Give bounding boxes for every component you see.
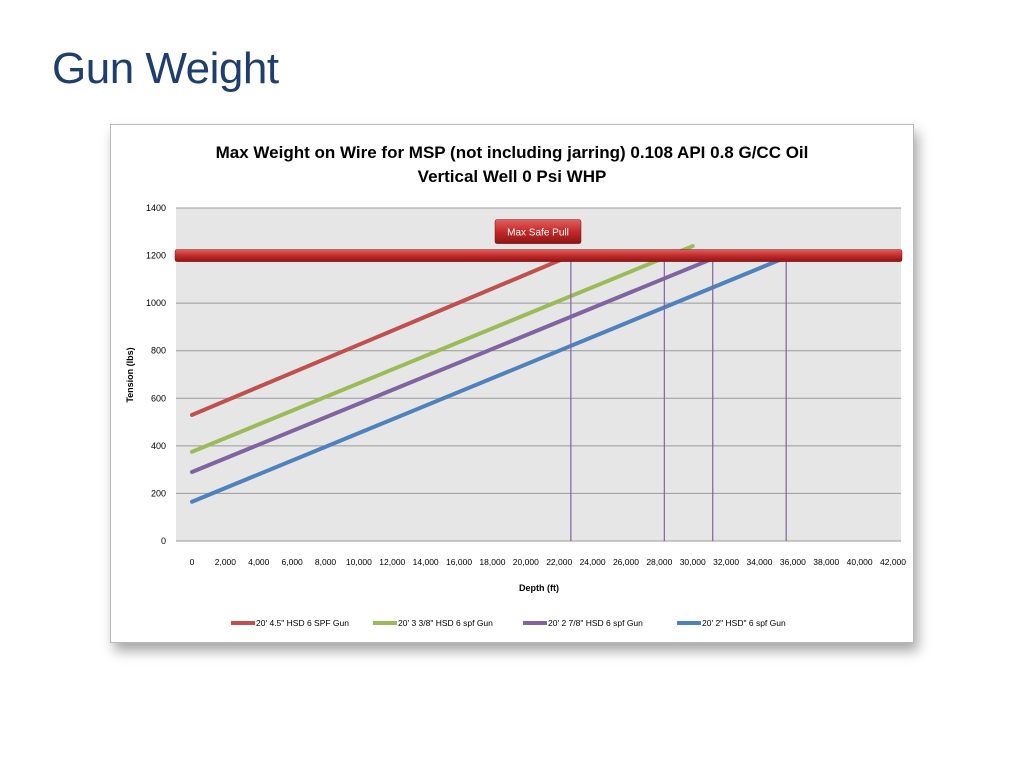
x-tick-label: 22,000 <box>546 557 572 567</box>
y-tick-label: 800 <box>151 346 166 356</box>
x-tick-label: 34,000 <box>746 557 772 567</box>
y-tick-label: 1000 <box>146 298 166 308</box>
chart-svg: Max Weight on Wire for MSP (not includin… <box>125 143 907 628</box>
y-axis-label: Tension (lbs) <box>125 347 135 402</box>
x-tick-label: 26,000 <box>613 557 639 567</box>
y-tick-label: 1400 <box>146 203 166 213</box>
x-tick-label: 10,000 <box>346 557 372 567</box>
max-safe-pull-layer: Max Safe Pull <box>174 219 903 262</box>
max-safe-pull-label: Max Safe Pull <box>507 228 569 239</box>
x-tick-label: 24,000 <box>580 557 606 567</box>
x-tick-label: 18,000 <box>479 557 505 567</box>
x-tick-label: 12,000 <box>379 557 405 567</box>
legend: 20' 4.5" HSD 6 SPF Gun 20' 3 3/8" HSD 6 s… <box>231 618 786 628</box>
legend-label: 20' 3 3/8" HSD 6 spf Gun <box>398 618 493 628</box>
series-line <box>190 255 717 475</box>
plot-area <box>176 208 901 541</box>
x-tick-label: 8,000 <box>315 557 337 567</box>
y-tick-label: 400 <box>151 441 166 451</box>
x-tick-labels: 0 2,000 4,000 6,000 8,000 10,000 12,000 14,000 1… <box>190 557 907 567</box>
x-tick-label: 2,000 <box>215 557 237 567</box>
series-line <box>190 244 695 454</box>
y-tick-label: 0 <box>161 536 166 546</box>
x-tick-label: 42,000 <box>880 557 906 567</box>
y-tick-label: 1200 <box>146 251 166 261</box>
y-tick-label: 600 <box>151 393 166 403</box>
y-tick-label: 200 <box>151 488 166 498</box>
legend-label: 20' 2" HSD" 6 spf Gun <box>702 618 786 628</box>
max-safe-pull-label-box <box>494 219 582 244</box>
x-tick-label: 30,000 <box>680 557 706 567</box>
series-line <box>190 253 573 417</box>
max-safe-pull-bar <box>174 249 903 262</box>
x-tick-label: 6,000 <box>282 557 304 567</box>
depth-marker-layer <box>570 255 787 541</box>
x-tick-label: 20,000 <box>513 557 539 567</box>
x-tick-label: 14,000 <box>413 557 439 567</box>
x-tick-label: 40,000 <box>847 557 873 567</box>
x-tick-label: 28,000 <box>646 557 672 567</box>
x-axis-label: Depth (ft) <box>519 583 559 593</box>
x-tick-label: 32,000 <box>713 557 739 567</box>
legend-label: 20' 2 7/8" HSD 6 spf Gun <box>548 618 643 628</box>
slide-title: Gun Weight <box>52 44 279 93</box>
x-tick-label: 38,000 <box>813 557 839 567</box>
y-tick-labels: 0 200 400 600 800 1000 1200 1400 <box>146 203 166 546</box>
chart-title: Max Weight on Wire for MSP (not includin… <box>216 143 809 162</box>
series-layer <box>190 244 787 504</box>
legend-label: 20' 4.5" HSD 6 SPF Gun <box>256 618 349 628</box>
x-tick-label: 0 <box>190 557 195 567</box>
x-tick-label: 4,000 <box>248 557 270 567</box>
series-line <box>190 255 787 504</box>
x-tick-label: 36,000 <box>780 557 806 567</box>
chart-frame: Max Weight on Wire for MSP (not includin… <box>110 124 914 643</box>
x-tick-label: 16,000 <box>446 557 472 567</box>
chart-subtitle: Vertical Well 0 Psi WHP <box>418 167 607 186</box>
